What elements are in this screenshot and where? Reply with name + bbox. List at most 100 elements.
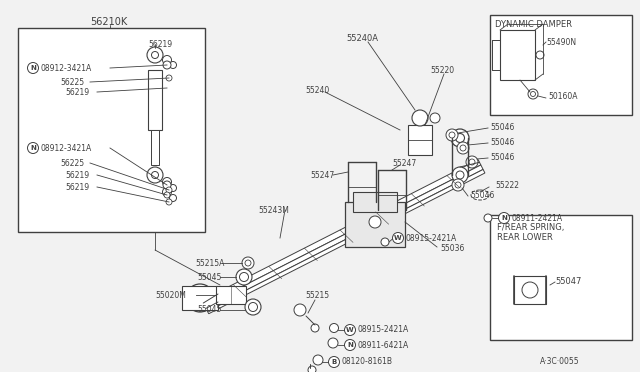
Text: 55036: 55036: [440, 244, 465, 253]
Circle shape: [170, 61, 177, 68]
Circle shape: [232, 294, 240, 302]
Circle shape: [452, 179, 464, 191]
Text: 56219: 56219: [65, 87, 89, 96]
Bar: [345, 202, 405, 247]
Circle shape: [460, 145, 466, 151]
Text: 55240A: 55240A: [346, 33, 378, 42]
Text: 56225: 56225: [60, 77, 84, 87]
Circle shape: [452, 167, 468, 183]
Circle shape: [536, 51, 544, 59]
Circle shape: [308, 366, 316, 372]
Circle shape: [344, 340, 355, 350]
Circle shape: [193, 291, 207, 305]
Circle shape: [163, 61, 171, 69]
Text: N: N: [30, 65, 36, 71]
Bar: [216, 286, 246, 304]
Text: 56219: 56219: [65, 183, 89, 192]
Circle shape: [412, 110, 428, 126]
Text: 55046: 55046: [490, 138, 515, 147]
Circle shape: [248, 302, 257, 311]
Text: 55046: 55046: [490, 153, 515, 161]
Text: B: B: [332, 359, 337, 365]
Circle shape: [522, 282, 538, 298]
Circle shape: [163, 181, 171, 189]
Text: 56225: 56225: [60, 158, 84, 167]
Text: 55243M: 55243M: [258, 205, 289, 215]
Text: 55490N: 55490N: [546, 38, 576, 46]
Text: N: N: [30, 145, 36, 151]
Text: 08915-2421A: 08915-2421A: [406, 234, 457, 243]
Circle shape: [152, 171, 159, 179]
Text: 50160A: 50160A: [548, 92, 577, 100]
Polygon shape: [205, 165, 483, 310]
Circle shape: [469, 159, 475, 165]
Bar: [182, 286, 218, 310]
Text: 55020M: 55020M: [155, 291, 186, 299]
Text: REAR LOWER: REAR LOWER: [497, 232, 553, 241]
Text: 55046: 55046: [490, 122, 515, 131]
Text: 55240: 55240: [305, 86, 329, 94]
Circle shape: [531, 92, 536, 96]
Polygon shape: [202, 160, 481, 306]
Text: 55222: 55222: [495, 180, 519, 189]
Circle shape: [369, 216, 381, 228]
Circle shape: [166, 187, 172, 193]
Text: 55045: 55045: [197, 305, 221, 314]
Circle shape: [239, 273, 248, 282]
Circle shape: [242, 257, 254, 269]
Text: A·3C·0055: A·3C·0055: [540, 357, 580, 366]
Circle shape: [163, 187, 172, 196]
Text: 08915-2421A: 08915-2421A: [358, 326, 409, 334]
Text: 08120-8161B: 08120-8161B: [342, 357, 393, 366]
Bar: [408, 125, 432, 155]
Circle shape: [449, 132, 455, 138]
Circle shape: [528, 89, 538, 99]
Text: F/REAR SPRING,: F/REAR SPRING,: [497, 222, 564, 231]
Bar: [18, 28, 205, 232]
Circle shape: [166, 199, 172, 205]
Circle shape: [328, 338, 338, 348]
Circle shape: [451, 129, 469, 147]
Circle shape: [147, 167, 163, 183]
Bar: [500, 30, 535, 80]
Circle shape: [446, 129, 458, 141]
Text: W: W: [394, 235, 402, 241]
Circle shape: [28, 142, 38, 154]
Text: W: W: [346, 327, 354, 333]
Circle shape: [221, 293, 231, 303]
Text: 55047: 55047: [555, 278, 581, 286]
Circle shape: [170, 195, 177, 202]
Text: 56219: 56219: [148, 39, 172, 48]
Circle shape: [28, 62, 38, 74]
Circle shape: [392, 232, 403, 244]
Bar: [148, 70, 162, 130]
Circle shape: [499, 212, 509, 224]
Text: 56219: 56219: [65, 170, 89, 180]
Circle shape: [328, 356, 339, 368]
Bar: [490, 215, 632, 340]
Text: 55215: 55215: [305, 291, 329, 299]
Bar: [151, 130, 159, 165]
Circle shape: [186, 284, 214, 312]
Text: 55215A: 55215A: [195, 259, 225, 267]
Circle shape: [466, 156, 478, 168]
Circle shape: [313, 355, 323, 365]
Text: 55045: 55045: [197, 273, 221, 282]
Ellipse shape: [471, 190, 489, 200]
Circle shape: [455, 182, 461, 188]
Text: 08912-3421A: 08912-3421A: [40, 144, 92, 153]
Text: 55247: 55247: [310, 170, 334, 180]
Text: DYNAMIC DAMPER: DYNAMIC DAMPER: [495, 19, 572, 29]
Text: 08911-6421A: 08911-6421A: [358, 340, 409, 350]
Text: 55247: 55247: [392, 158, 416, 167]
Circle shape: [152, 51, 159, 58]
Circle shape: [147, 47, 163, 63]
Circle shape: [166, 75, 172, 81]
Circle shape: [245, 260, 251, 266]
Bar: [490, 15, 632, 115]
Circle shape: [381, 238, 389, 246]
Circle shape: [236, 269, 252, 285]
Circle shape: [330, 324, 339, 333]
Circle shape: [484, 214, 492, 222]
Circle shape: [430, 113, 440, 123]
